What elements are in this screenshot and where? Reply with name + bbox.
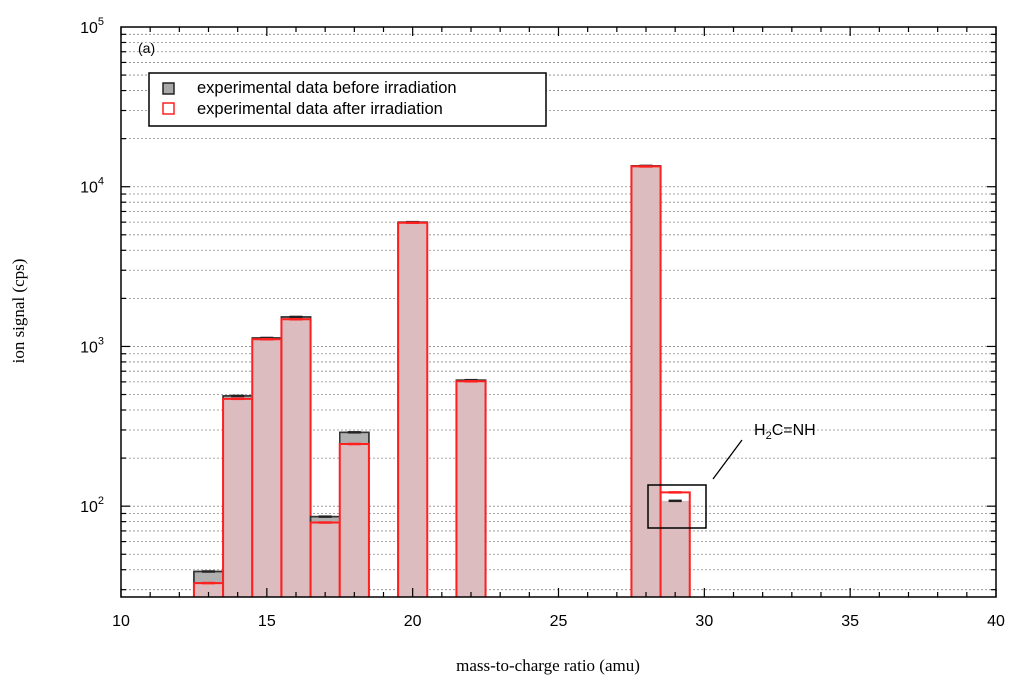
ticks <box>120 27 997 597</box>
bar-overlap <box>223 398 253 597</box>
annotation-label: H2C=NH <box>754 422 816 442</box>
panel-label: (a) <box>138 40 155 56</box>
y-tick-label: 104 <box>80 176 104 197</box>
x-tick-label: 10 <box>112 613 130 630</box>
bar-overlap <box>398 222 428 598</box>
legend-label-after: experimental data after irradiation <box>197 100 443 118</box>
x-axis-title: mass-to-charge ratio (amu) <box>456 656 640 675</box>
y-tick-label-base: 10 <box>80 339 98 356</box>
y-axis-title: ion signal (cps) <box>9 259 28 364</box>
x-tick-label: 15 <box>258 613 276 630</box>
legend: experimental data before irradiation exp… <box>148 72 547 127</box>
annotation-leader <box>712 439 743 480</box>
x-tick-label: 30 <box>695 613 713 630</box>
y-tick-label-exponent: 3 <box>98 335 104 347</box>
y-tick-label-exponent: 2 <box>98 495 104 507</box>
legend-swatch-before <box>162 82 175 95</box>
bar-overlap <box>193 583 224 597</box>
annotation-box <box>647 484 707 529</box>
bars <box>192 164 691 598</box>
bar-overlap <box>456 381 486 597</box>
y-tick-label: 102 <box>80 495 104 516</box>
y-tick-label-base: 10 <box>80 180 98 197</box>
bar-before <box>339 431 370 445</box>
legend-box <box>148 72 547 127</box>
legend-swatch-after <box>162 102 175 115</box>
bar-before <box>193 570 224 584</box>
annotation: H2C=NH <box>647 422 816 529</box>
x-tick-label: 40 <box>987 613 1005 630</box>
y-tick-label-base: 10 <box>80 499 98 516</box>
x-tick-label: 20 <box>404 613 422 630</box>
bar-overlap <box>281 319 311 597</box>
bar-overlap <box>631 166 661 597</box>
y-tick-label: 103 <box>80 335 104 356</box>
legend-label-before: experimental data before irradiation <box>197 79 457 97</box>
y-tick-label-exponent: 5 <box>98 16 104 28</box>
bar-overlap <box>252 339 282 597</box>
bar-overlap <box>660 500 690 597</box>
y-tick-label: 105 <box>80 16 104 37</box>
bar-overlap <box>339 444 369 597</box>
bar-overlap <box>310 522 340 597</box>
x-tick-label: 25 <box>550 613 568 630</box>
y-tick-label-base: 10 <box>80 20 98 37</box>
y-tick-label-exponent: 4 <box>98 176 104 188</box>
x-tick-label: 35 <box>841 613 859 630</box>
